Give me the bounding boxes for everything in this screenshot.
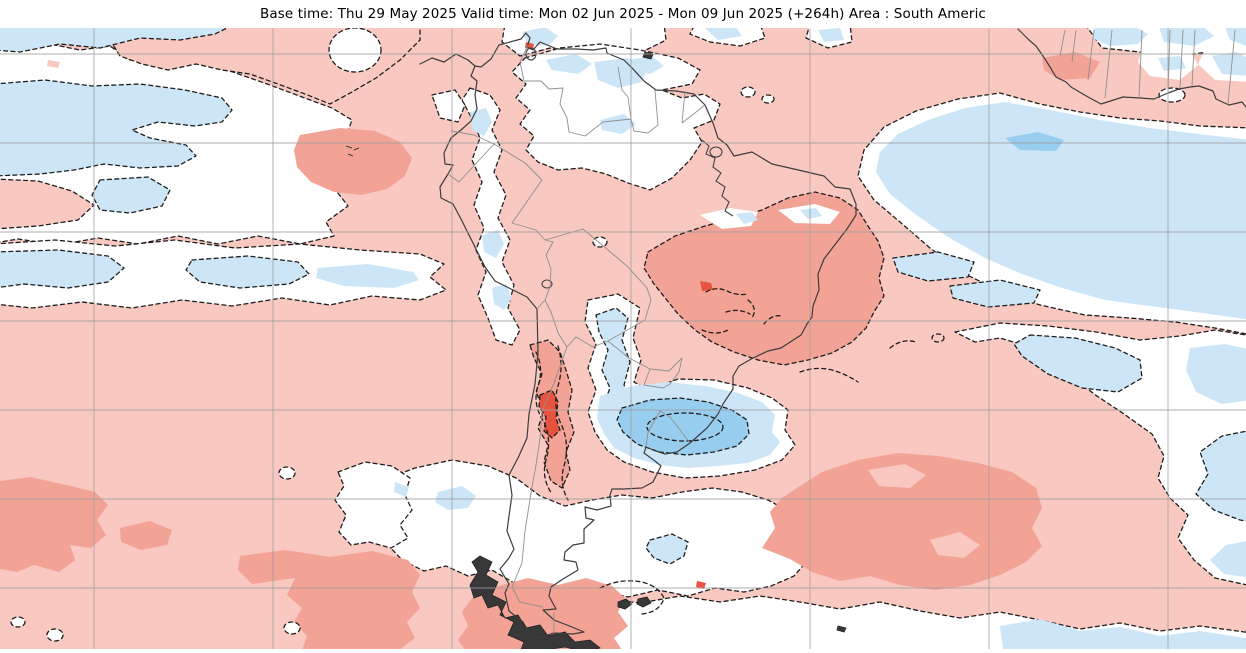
coastline-south-america (439, 32, 857, 639)
pacific-sw-cool-fleck (394, 482, 409, 497)
plata-inner-contour (646, 412, 724, 442)
bottom-margin (0, 649, 1246, 653)
se-pacific-warm-bit (120, 521, 172, 550)
coastline-panama (419, 53, 476, 67)
pacific-nw-cool-core (0, 79, 233, 177)
lake-titicaca (541, 279, 553, 289)
amazon-mouth-detail (701, 139, 734, 217)
coastline-west-africa (1017, 28, 1246, 108)
andes-cool-pocket-3 (492, 284, 512, 310)
top-cool-fleck-1 (705, 28, 742, 40)
pacific-nw-cool-lobe (91, 176, 171, 214)
south-atlantic-warm-patch (762, 453, 1042, 590)
galapagos-islands (345, 145, 360, 157)
andes-cool-pocket-2 (482, 230, 504, 258)
pacific-band-cool-3 (316, 264, 419, 288)
warm-hole-1 (868, 464, 926, 488)
warm-dot (47, 60, 60, 68)
contour-squiggles (535, 288, 917, 615)
atlantic-cool-streak-1 (892, 251, 975, 282)
map-title: Base time: Thu 29 May 2025 Valid time: M… (260, 6, 986, 22)
argentina-cool-fleck (435, 486, 476, 510)
bottom-right-cool (1000, 619, 1246, 653)
fjords-tierra-del-fuego (469, 555, 601, 653)
amazon-cool-fleck-3 (628, 56, 664, 74)
anomaly-map-canvas (0, 28, 1246, 653)
africa-top-cool-1 (1092, 28, 1148, 46)
borders-south-america (447, 44, 706, 633)
se-pacific-warm-patch (0, 477, 108, 572)
country-borders-layer (447, 29, 1236, 633)
brazil-cool-fleck-1 (736, 212, 758, 224)
geo-detail-layer (345, 47, 847, 653)
africa-warm-patch (1042, 52, 1100, 80)
south-georgia-island (836, 625, 847, 633)
east-cool-pocket-3 (1210, 541, 1246, 578)
chile-warm-strong-core (538, 389, 561, 439)
tierra-del-fuego-warm (458, 578, 628, 653)
brazil-warm-strong-dot (700, 281, 713, 291)
atlantic-cool-deep-streak (1005, 132, 1064, 151)
pacific-band-cool-2 (185, 255, 310, 289)
borders-west-africa (1059, 29, 1236, 105)
africa-ne-cool (1212, 52, 1246, 76)
plata-cool-core (616, 397, 750, 456)
brazil-coast-cool-pocket (1013, 334, 1143, 393)
brazil-warm-patch (643, 191, 885, 366)
anomaly-fill-layer (0, 28, 1246, 653)
andes-neutral-strip (461, 87, 521, 346)
graticule-layer (0, 28, 1246, 649)
amazon-cool-fleck-1 (546, 54, 592, 74)
neutral-ring-spot (328, 28, 382, 73)
galapagos-warm-patch (294, 128, 412, 195)
top-cool-fleck-2 (818, 28, 844, 42)
warm-hole-2 (930, 532, 980, 558)
coastline-layer (419, 28, 1246, 639)
africa-top-cool-2 (1159, 28, 1214, 46)
bottom-left-warm-patch (238, 550, 420, 653)
caribbean-cool-fleck (522, 28, 558, 46)
pacific-band-cool-1 (0, 249, 125, 289)
africa-land-cool-fleck (1158, 56, 1186, 71)
africa-top-cool-3 (1225, 28, 1246, 46)
south-cool-spot (645, 533, 689, 565)
atlantic-cool-core (876, 102, 1246, 320)
east-atlantic-neutral-zone (954, 322, 1246, 586)
falkland-islands (617, 596, 652, 610)
pacific-sw-neutral-spot (334, 461, 413, 549)
contour-detail-layer (10, 86, 1186, 642)
atlantic-cool-streak-2 (949, 279, 1041, 308)
andes-cool-pocket-1 (470, 108, 492, 136)
tiny-warm-strong-dot (696, 581, 706, 589)
east-cool-pocket-1 (1186, 344, 1246, 404)
pacific-warm-notch (0, 178, 95, 230)
brazil-cool-fleck-2 (800, 208, 822, 219)
marajo-island (709, 146, 723, 158)
contour-ring-spots (10, 86, 1186, 642)
ecuador-neutral-spot (431, 89, 466, 123)
pacific-top-cool-strip (0, 28, 229, 53)
